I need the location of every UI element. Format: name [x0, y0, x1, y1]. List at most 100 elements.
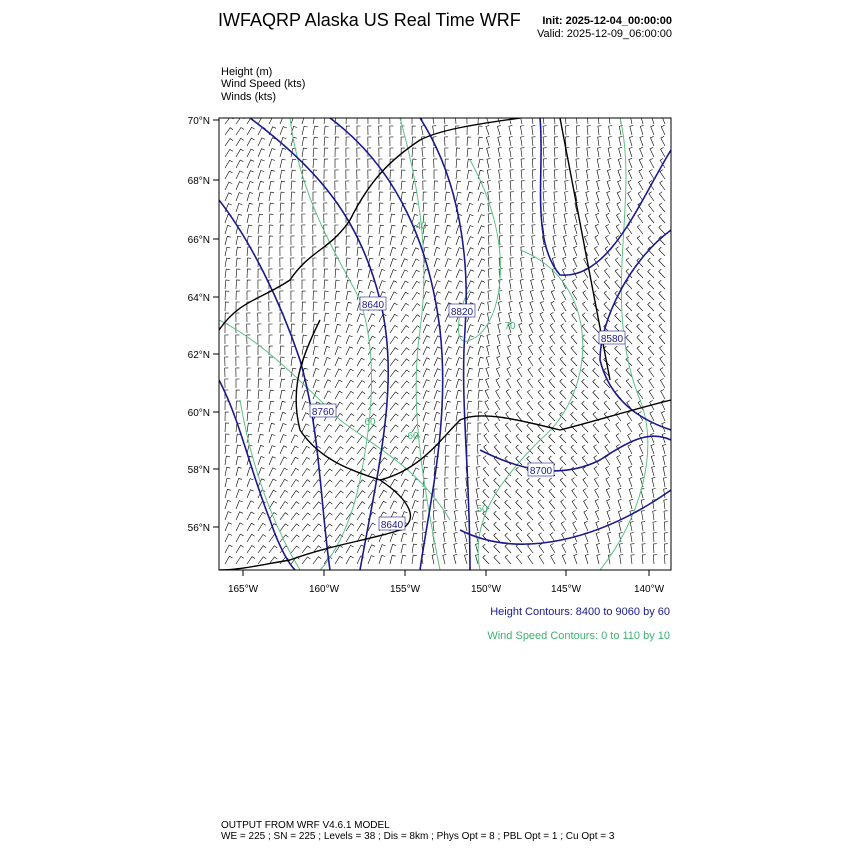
wind-barb [389, 391, 399, 400]
wind-barb [464, 554, 469, 565]
wind-barb [537, 521, 545, 532]
wind-barb [647, 224, 655, 235]
map-frame [218, 117, 672, 571]
wind-barb [466, 324, 474, 334]
wind-barb [246, 489, 254, 499]
wind-barb [648, 191, 655, 202]
wind-barb [482, 477, 490, 488]
wind-barb [367, 280, 375, 290]
wind-barb [433, 202, 439, 213]
wind-barb [411, 291, 420, 301]
wind-barb [638, 433, 644, 444]
wind-barb [367, 346, 376, 356]
wind-barb [389, 413, 399, 422]
wind-barb [487, 224, 492, 235]
wind-barb [483, 433, 490, 444]
wind-barb [496, 356, 501, 367]
wind-barb [224, 433, 230, 444]
wind-barb [658, 257, 666, 268]
wind-barb [507, 323, 512, 334]
wind-barb [658, 268, 666, 279]
wind-barb [312, 457, 322, 466]
wind-barb [494, 411, 501, 422]
wind-barb [603, 411, 611, 422]
wind-barb [648, 202, 655, 213]
lat-label: 60°N [188, 408, 210, 419]
wind-barb [312, 125, 319, 136]
wind-barb [411, 358, 421, 367]
wind-barb [520, 180, 525, 191]
wind-barb [235, 213, 243, 224]
wind-barb [640, 499, 645, 510]
wind-barb [636, 301, 644, 312]
wind-barb [516, 389, 523, 400]
wind-barb [542, 191, 547, 202]
wind-barb [268, 489, 277, 499]
wind-barb [455, 158, 461, 169]
wind-barb [592, 345, 600, 356]
wind-barb [246, 268, 252, 279]
wind-barb [411, 158, 417, 169]
wind-barb [585, 202, 589, 213]
wind-barb [257, 478, 266, 488]
wind-barb [638, 422, 644, 433]
wind-barb [561, 290, 567, 301]
wind-barb [658, 191, 666, 202]
wind-barb [268, 118, 273, 125]
wind-barb [367, 158, 372, 169]
wind-barb [559, 345, 567, 356]
wind-barb [301, 213, 306, 224]
wind-barb [605, 213, 611, 224]
wind-barb [537, 389, 545, 400]
wind-barb [630, 543, 635, 554]
wind-barb [279, 478, 288, 488]
wind-barb [224, 181, 233, 191]
wind-barb [268, 556, 278, 565]
wind-barb [615, 235, 622, 246]
wind-barb [597, 136, 602, 147]
wind-barb [356, 290, 363, 301]
wind-barb [246, 279, 251, 290]
wind-barb [486, 334, 491, 345]
wind-barb [378, 358, 388, 367]
wind-barb [466, 203, 474, 213]
wind-barb [466, 247, 474, 257]
wind-barb [593, 466, 600, 477]
wind-barb [466, 291, 475, 301]
wind-barb [504, 521, 512, 532]
height-contour-info: Height Contours: 8400 to 9060 by 60 [490, 606, 670, 618]
wind-speed-contour-label: 70 [504, 321, 516, 332]
wind-barb [389, 435, 399, 444]
wind-barb [442, 543, 447, 554]
wind-barb [389, 424, 399, 433]
wind-barb [641, 532, 646, 543]
wind-barb [477, 335, 485, 345]
wind-barb [345, 180, 350, 191]
wind-barb [486, 169, 491, 180]
wind-barb [246, 137, 255, 147]
wind-barb [529, 290, 534, 301]
wind-barb [575, 180, 580, 191]
wind-barb [224, 345, 229, 356]
wind-barb [279, 389, 286, 400]
wind-barb [433, 169, 438, 179]
wind-barb [422, 235, 429, 246]
wind-barb [224, 235, 231, 246]
wind-barb [312, 147, 318, 158]
wind-barb [312, 180, 317, 191]
wind-barb [485, 378, 490, 389]
wind-barb [224, 466, 231, 477]
wind-barb [400, 314, 410, 323]
wind-barb [562, 246, 567, 257]
wind-barb [531, 118, 534, 125]
wind-barb [560, 301, 567, 312]
wind-barb [548, 378, 556, 389]
wind-barb [466, 378, 473, 389]
wind-barb [455, 411, 462, 422]
height-label-box [448, 303, 476, 318]
wind-barb [268, 389, 274, 400]
wind-barb [246, 378, 251, 389]
wind-barb [268, 434, 276, 444]
wind-barb [603, 279, 611, 290]
wind-barb [661, 411, 666, 422]
